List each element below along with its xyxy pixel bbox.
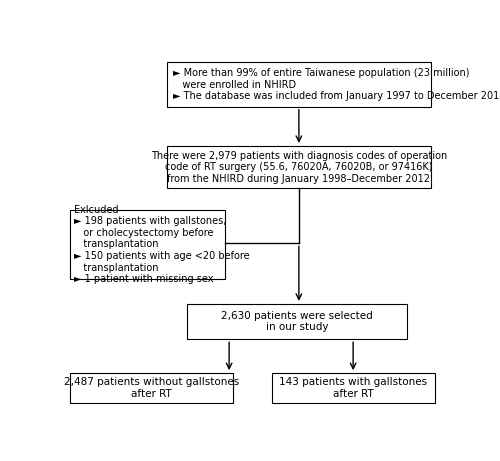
- FancyBboxPatch shape: [186, 304, 408, 339]
- Text: Exlcuded
► 198 patients with gallstones,
   or cholecystectomy before
   transpl: Exlcuded ► 198 patients with gallstones,…: [74, 205, 250, 284]
- FancyBboxPatch shape: [272, 373, 434, 403]
- Text: There were 2,979 patients with diagnosis codes of operation
code of RT surgery (: There were 2,979 patients with diagnosis…: [151, 151, 447, 184]
- Text: 2,630 patients were selected
in our study: 2,630 patients were selected in our stud…: [221, 311, 373, 332]
- FancyBboxPatch shape: [70, 373, 233, 403]
- Text: 2,487 patients without gallstones
after RT: 2,487 patients without gallstones after …: [64, 377, 240, 399]
- FancyBboxPatch shape: [167, 62, 430, 107]
- FancyBboxPatch shape: [167, 146, 430, 189]
- Text: 143 patients with gallstones
after RT: 143 patients with gallstones after RT: [279, 377, 427, 399]
- FancyBboxPatch shape: [70, 210, 226, 279]
- Text: ► More than 99% of entire Taiwanese population (23 million)
   were enrolled in : ► More than 99% of entire Taiwanese popu…: [173, 68, 500, 101]
